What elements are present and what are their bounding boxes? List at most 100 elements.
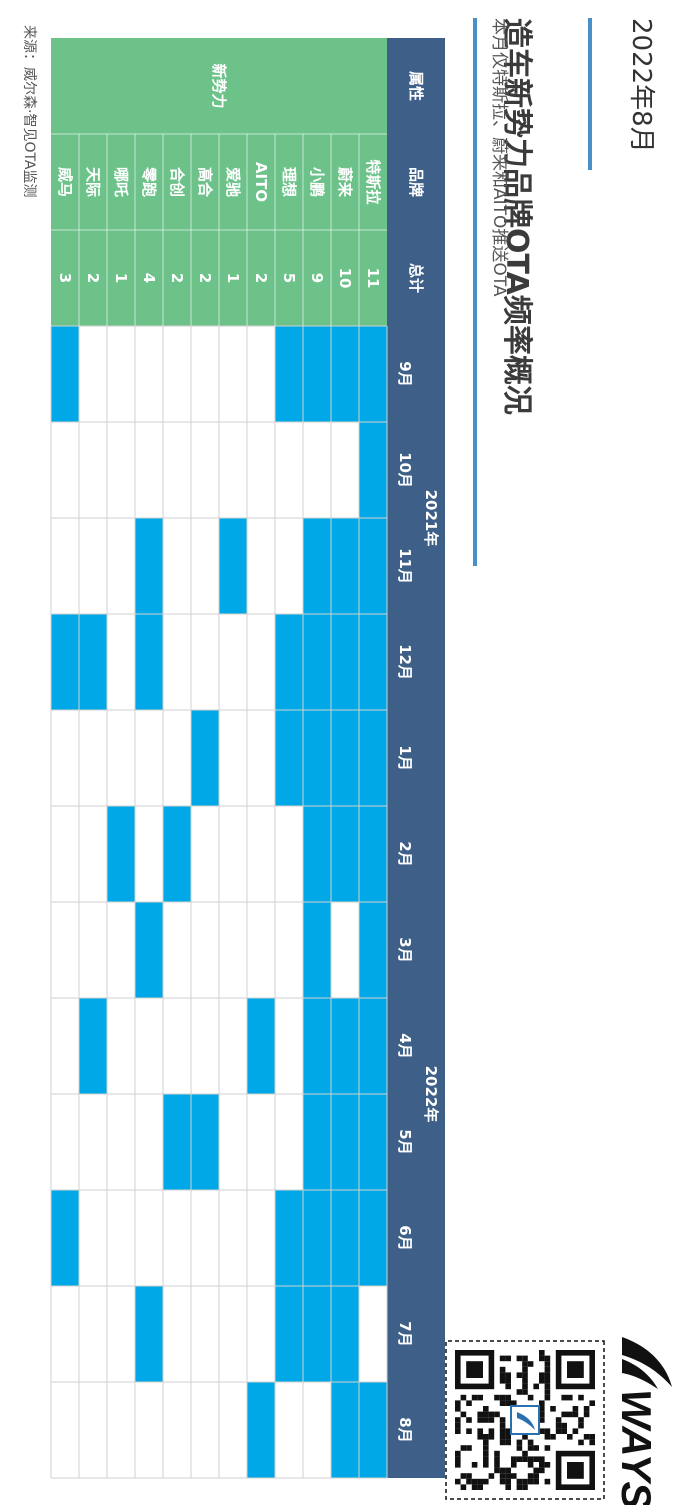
ota-cell-pushed — [247, 1382, 275, 1478]
qr-module — [494, 1411, 500, 1418]
qr-module — [499, 1417, 506, 1423]
qr-module — [505, 1378, 511, 1384]
qr-module — [572, 1406, 579, 1412]
qr-module — [455, 1417, 461, 1423]
ota-cell-empty — [107, 422, 135, 518]
qr-module — [505, 1428, 511, 1435]
qr-module — [505, 1484, 511, 1490]
ota-cell-pushed — [359, 518, 387, 614]
ota-cell-empty — [163, 1190, 191, 1286]
ota-cell-empty — [107, 998, 135, 1094]
qr-module — [561, 1428, 567, 1435]
attribute-label: 新势力 — [210, 63, 228, 108]
ota-cell-empty — [163, 614, 191, 710]
ota-cell-empty — [191, 806, 219, 902]
qr-module — [538, 1467, 545, 1474]
qr-module — [482, 1439, 489, 1446]
qr-module — [527, 1439, 534, 1446]
ota-cell-pushed — [303, 710, 331, 806]
qr-module — [455, 1456, 461, 1463]
brand-label: 特斯拉 — [364, 159, 382, 204]
ota-cell-empty — [51, 1286, 79, 1382]
qr-module — [544, 1361, 551, 1367]
qr-module — [499, 1428, 506, 1435]
ota-cell-empty — [191, 902, 219, 998]
ways-logo-text: WAYS — [613, 1389, 660, 1505]
qr-module — [466, 1400, 472, 1407]
qr-module — [544, 1445, 551, 1451]
qr-module — [466, 1473, 472, 1479]
ota-cell-empty — [163, 518, 191, 614]
qr-module — [505, 1372, 511, 1379]
brand-label: AITO — [252, 162, 270, 202]
ota-cell-empty — [107, 1286, 135, 1382]
ota-cell-empty — [247, 710, 275, 806]
qr-module — [516, 1439, 523, 1446]
ota-cell-empty — [247, 614, 275, 710]
qr-module — [538, 1456, 545, 1463]
qr-module — [533, 1456, 539, 1463]
qr-module — [471, 1478, 478, 1485]
qr-module — [544, 1389, 551, 1395]
qr-module — [589, 1434, 595, 1440]
qr-module — [505, 1467, 511, 1474]
ota-cell-empty — [247, 902, 275, 998]
ota-cell-empty — [303, 1382, 331, 1478]
ota-cell-empty — [79, 806, 107, 902]
ota-cell-empty — [331, 422, 359, 518]
qr-module — [505, 1473, 511, 1479]
qr-module — [477, 1428, 483, 1435]
ota-cell-empty — [51, 806, 79, 902]
month-label: 11月 — [396, 548, 414, 584]
qr-module — [505, 1394, 511, 1401]
qr-module — [533, 1473, 539, 1479]
ota-cell-empty — [107, 518, 135, 614]
qr-module — [544, 1372, 551, 1379]
qr-module — [499, 1355, 506, 1362]
qr-module — [583, 1434, 590, 1440]
total-value: 9 — [308, 273, 326, 283]
total-value: 2 — [196, 273, 214, 283]
qr-module — [527, 1445, 534, 1451]
qr-module — [482, 1456, 489, 1463]
qr-module — [477, 1484, 483, 1490]
qr-module — [505, 1383, 511, 1390]
ota-cell-empty — [275, 902, 303, 998]
year-group-label: 2021年 — [422, 490, 440, 547]
ota-cell-empty — [51, 422, 79, 518]
qr-module — [583, 1411, 590, 1418]
qr-module — [499, 1478, 506, 1485]
ota-cell-empty — [219, 422, 247, 518]
ota-cell-pushed — [303, 518, 331, 614]
ota-cell-pushed — [247, 998, 275, 1094]
qr-module — [538, 1400, 545, 1407]
qr-module — [550, 1406, 556, 1412]
ota-cell-empty — [191, 614, 219, 710]
header-brand: 品牌 — [407, 167, 425, 197]
ota-cell-empty — [275, 1382, 303, 1478]
ota-cell-pushed — [331, 614, 359, 710]
total-value: 10 — [336, 268, 354, 289]
ota-cell-empty — [191, 1382, 219, 1478]
qr-module — [471, 1394, 478, 1401]
qr-module — [510, 1473, 517, 1479]
header-total: 总计 — [407, 263, 425, 293]
qr-finder-core — [466, 1361, 483, 1378]
month-label: 2月 — [396, 841, 414, 866]
total-value: 1 — [224, 273, 242, 283]
qr-module — [544, 1378, 551, 1384]
qr-module — [533, 1467, 539, 1474]
ota-cell-empty — [135, 806, 163, 902]
ota-cell-pushed — [303, 998, 331, 1094]
qr-module — [482, 1445, 489, 1451]
qr-module — [522, 1478, 528, 1485]
ota-cell-empty — [219, 806, 247, 902]
qr-module — [482, 1478, 489, 1485]
qr-module — [477, 1478, 483, 1485]
ota-cell-pushed — [219, 518, 247, 614]
qr-module — [455, 1422, 461, 1429]
qr-module — [482, 1462, 489, 1468]
ota-cell-pushed — [303, 1286, 331, 1382]
qr-module — [494, 1450, 500, 1457]
